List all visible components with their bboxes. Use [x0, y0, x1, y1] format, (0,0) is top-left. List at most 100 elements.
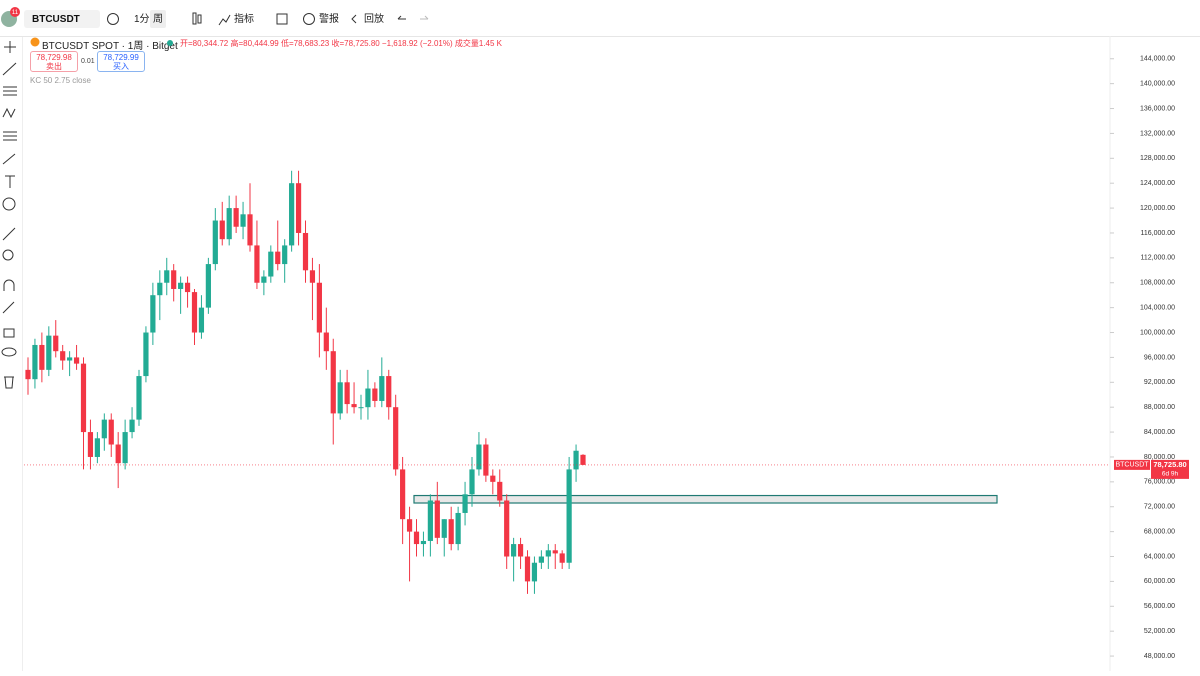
buy-button[interactable]: 78,729.99 买入 [97, 51, 145, 72]
candle-body [32, 344, 38, 380]
y-tick-label: 108,000.00 [1140, 280, 1175, 287]
lock-draw-tool[interactable] [2, 301, 15, 314]
add-icon[interactable] [107, 13, 119, 25]
price-tag [1151, 459, 1189, 479]
candle-body [504, 500, 510, 557]
text-tool[interactable] [5, 175, 15, 188]
undo-icon[interactable] [397, 15, 406, 20]
candle-body [184, 282, 191, 293]
candle-icon[interactable] [192, 12, 197, 25]
chart: 144,000.00 140,000.00 136,000.00 132,000.00… [24, 36, 1189, 671]
visibility-tool[interactable] [1, 347, 17, 357]
pattern-tool[interactable] [2, 107, 16, 119]
candle-body [420, 540, 427, 545]
period-box[interactable] [150, 10, 166, 28]
zone [413, 494, 998, 504]
buy-label: 买入 [113, 62, 129, 71]
emoji-tool[interactable] [2, 197, 16, 211]
y-tick-label: 52,000.00 [1144, 628, 1175, 635]
y-tick-label: 124,000.00 [1140, 180, 1175, 187]
top-bar: 11 BTCUSDT 1分 周 指标 警报 回放 [0, 0, 1200, 37]
candle-body [122, 432, 128, 464]
candle-body [67, 357, 73, 361]
y-tick-label: 64,000.00 [1144, 553, 1175, 560]
y-tick-label: 140,000.00 [1140, 80, 1175, 87]
candle-body [39, 344, 45, 370]
sell-button[interactable]: 78,729.98 卖出 [30, 51, 78, 72]
candle-body [101, 419, 107, 439]
countdown: 6d 9h [1162, 471, 1179, 478]
ruler-tool[interactable] [2, 227, 16, 241]
symbol-box[interactable] [24, 10, 100, 28]
candle-body [295, 183, 302, 233]
lock-tool[interactable] [3, 328, 15, 338]
candle-icon [197, 14, 202, 24]
y-tick-label: 144,000.00 [1140, 56, 1175, 63]
symbol: BTCUSDT [32, 14, 80, 25]
replay-icon[interactable] [351, 14, 357, 24]
y-tick-label: 48,000.00 [1144, 653, 1175, 660]
candle-body [302, 232, 309, 271]
candle-body [476, 444, 482, 470]
candle-body [379, 376, 385, 401]
indicator-icon[interactable] [218, 14, 231, 26]
crosshair-tool[interactable] [4, 41, 16, 53]
candle-body [233, 208, 239, 227]
badge-count: 11 [12, 10, 19, 16]
channel-tool[interactable] [3, 86, 17, 96]
y-tick-label: 84,000.00 [1144, 429, 1175, 436]
candle-body [483, 444, 489, 476]
candle-body [469, 469, 475, 495]
candle-body [413, 531, 420, 545]
candle-body [400, 469, 406, 520]
toolbar-icons [1, 41, 17, 389]
period: 周 [153, 13, 163, 25]
redo-icon[interactable] [420, 15, 429, 20]
indicators[interactable]: 指标 [234, 12, 254, 25]
candle-body [427, 500, 433, 541]
y-tick-label: 68,000.00 [1144, 528, 1175, 535]
candle-body [330, 351, 336, 414]
delete-tool[interactable] [4, 376, 14, 389]
spread: 0.01 [81, 58, 95, 65]
candle-body [53, 335, 59, 352]
candle-body [171, 270, 177, 289]
candle-body [580, 454, 586, 465]
replay[interactable]: 回放 [364, 12, 384, 25]
candle-body [212, 220, 218, 265]
candle-body [323, 332, 329, 352]
zoom-tool[interactable] [2, 249, 14, 261]
candle-body [94, 438, 100, 457]
alerts[interactable]: 警报 [319, 12, 339, 25]
y-tick-label: 56,000.00 [1144, 603, 1175, 610]
legend-title: BTCUSDT SPOT · 1周 · Bitget [42, 41, 178, 52]
candle-body [497, 481, 503, 501]
candle-body [289, 183, 295, 246]
y-tick-label: 112,000.00 [1140, 255, 1175, 262]
drawing-toolbar [0, 37, 23, 671]
candle-body [46, 335, 52, 370]
candle-body [406, 519, 413, 532]
y-tick-label: 116,000.00 [1140, 230, 1175, 237]
price-tag-text: 78,725.80 [1153, 460, 1186, 469]
y-tick-label: 128,000.00 [1140, 155, 1175, 162]
layout-icon[interactable] [276, 13, 288, 25]
magnet-tool[interactable] [3, 279, 15, 291]
candle-body [129, 419, 135, 433]
candle-body [261, 276, 267, 283]
candle-body [226, 208, 232, 240]
fib-tool[interactable] [3, 131, 17, 141]
candle-body [490, 475, 496, 482]
sell-label: 卖出 [46, 62, 62, 71]
y-tick-label: 76,000.00 [1144, 479, 1175, 486]
interval[interactable]: 1分 [134, 13, 150, 25]
candle-body [309, 270, 316, 283]
brush-tool[interactable] [2, 153, 16, 165]
alert-icon[interactable] [303, 13, 315, 25]
y-tick-label: 60,000.00 [1144, 578, 1175, 585]
status-dot [167, 40, 173, 46]
candle-body [573, 450, 579, 470]
candle-body [247, 214, 253, 246]
line-tool[interactable] [2, 62, 17, 76]
